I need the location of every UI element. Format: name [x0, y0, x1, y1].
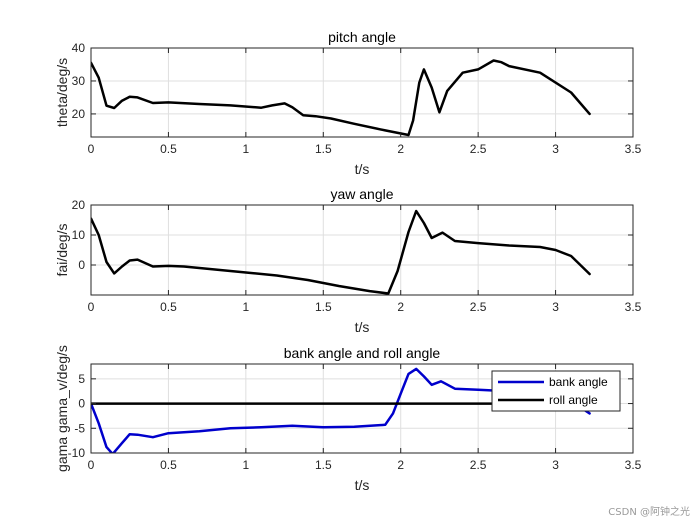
y-tick-label: -10	[68, 446, 86, 460]
yaw-angle-chart: 0 0.5 1 1.5 2 2.5 3 3.5 0 10 20 yaw angle t/s fai/deg…	[54, 186, 642, 335]
x-tick-label: 0	[88, 458, 95, 472]
x-tick-label: 1	[243, 142, 250, 156]
legend-label: roll angle	[549, 393, 598, 407]
x-tick-label: 3.5	[625, 142, 642, 156]
y-tick-label: -5	[74, 421, 85, 435]
x-tick-label: 1.5	[315, 300, 332, 314]
x-tick-label: 1.5	[315, 458, 332, 472]
x-tick-label: 2.5	[470, 458, 487, 472]
y-tick-label: 10	[72, 228, 86, 242]
chart-title: bank angle and roll angle	[284, 345, 441, 361]
data-series-line	[91, 209, 591, 295]
legend-label: bank angle	[549, 375, 608, 389]
x-tick-label: 0.5	[160, 142, 177, 156]
y-tick-label: 40	[72, 41, 86, 55]
axes-box	[90, 47, 634, 138]
y-tick-label: 0	[78, 397, 85, 411]
x-tick-label: 0.5	[160, 458, 177, 472]
plot-area	[91, 48, 633, 137]
legend-box	[491, 370, 621, 412]
y-axis-label: theta/deg/s	[54, 58, 70, 127]
y-axis-label: gama gama_v/deg/s	[54, 345, 70, 472]
y-tick-label: 20	[72, 198, 86, 212]
pitch-angle-chart: 0 0.5 1 1.5 2 2.5 3 3.5 20 30 40 pitch angle t/s thet…	[54, 29, 642, 177]
x-tick-label: 2	[397, 458, 404, 472]
bank-roll-angle-chart: 0 0.5 1 1.5 2 2.5 3 3.5 -10 -5 0 5 bank angle and ro…	[54, 345, 642, 493]
x-axis-label: t/s	[355, 477, 370, 493]
x-tick-label: 0	[88, 300, 95, 314]
y-tick-label: 30	[72, 74, 86, 88]
data-series-line	[91, 59, 591, 137]
y-tick-label: 20	[72, 107, 86, 121]
x-tick-label: 1.5	[315, 142, 332, 156]
y-axis-label: fai/deg/s	[54, 224, 70, 277]
bank-angle-series-line	[91, 367, 591, 453]
x-tick-label: 1	[243, 458, 250, 472]
x-tick-label: 0	[88, 142, 95, 156]
x-tick-label: 1	[243, 300, 250, 314]
plot-area	[91, 205, 633, 295]
y-tick-label: 0	[78, 258, 85, 272]
x-tick-label: 0.5	[160, 300, 177, 314]
x-tick-label: 2	[397, 142, 404, 156]
axes-box	[90, 204, 634, 296]
chart-title: yaw angle	[330, 186, 393, 202]
x-tick-label: 2.5	[470, 142, 487, 156]
x-tick-label: 3	[552, 142, 559, 156]
axes-box	[90, 363, 634, 454]
x-tick-label: 3	[552, 458, 559, 472]
y-tick-label: 5	[78, 372, 85, 386]
watermark: CSDN @阿钟之光	[608, 505, 690, 518]
x-axis-label: t/s	[355, 319, 370, 335]
chart-title: pitch angle	[328, 29, 396, 45]
x-tick-label: 2	[397, 300, 404, 314]
x-tick-label: 2.5	[470, 300, 487, 314]
x-axis-label: t/s	[355, 161, 370, 177]
x-tick-label: 3.5	[625, 300, 642, 314]
x-tick-label: 3.5	[625, 458, 642, 472]
x-tick-label: 3	[552, 300, 559, 314]
